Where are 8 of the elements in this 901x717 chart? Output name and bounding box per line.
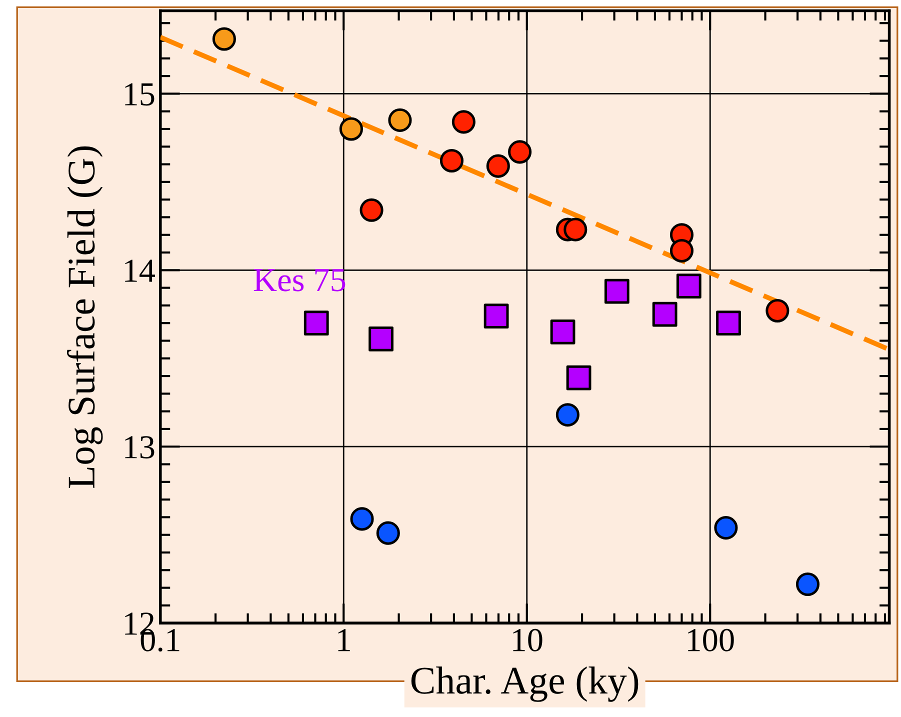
y-tick-label: 15 <box>125 83 154 106</box>
x-tick-label: 1 <box>338 629 350 652</box>
y-axis-title: Log Surface Field (G) <box>66 146 103 488</box>
y-tick-label: 14 <box>125 260 155 282</box>
x-tick-label: 100 <box>688 628 734 652</box>
y-tick-label: 13 <box>125 436 154 459</box>
x-axis-title: Char. Age (ky) <box>411 666 638 702</box>
x-tick-label: 10 <box>513 628 542 652</box>
